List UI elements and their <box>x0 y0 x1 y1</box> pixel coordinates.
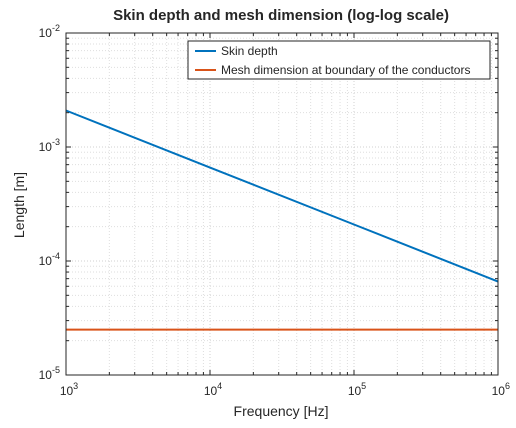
grid <box>65 33 498 376</box>
x-tick-label: 105 <box>348 381 366 398</box>
chart-title: Skin depth and mesh dimension (log-log s… <box>113 7 449 24</box>
legend-label-2: Mesh dimension at boundary of the conduc… <box>221 63 470 77</box>
y-axis-label: Length [m] <box>11 172 27 238</box>
legend: Skin depth Mesh dimension at boundary of … <box>187 40 491 80</box>
x-tick-label: 106 <box>492 381 510 398</box>
y-tick-label: 10-4 <box>39 251 60 268</box>
y-tick-label: 10-5 <box>39 365 60 382</box>
y-tick-label: 10-2 <box>39 23 60 40</box>
plot-area <box>65 109 499 331</box>
y-tick-label: 10-3 <box>39 137 60 154</box>
axes-box <box>65 32 499 376</box>
legend-label-1: Skin depth <box>221 44 278 58</box>
axes: 103 104 105 106 10-5 10-4 10-3 10-2 <box>39 23 510 398</box>
x-axis-label: Frequency [Hz] <box>234 403 329 419</box>
x-tick-label: 104 <box>204 381 222 398</box>
plot-background <box>66 33 498 375</box>
x-tick-label: 103 <box>60 381 78 398</box>
legend-box <box>187 40 491 80</box>
series-line-1 <box>65 109 499 283</box>
